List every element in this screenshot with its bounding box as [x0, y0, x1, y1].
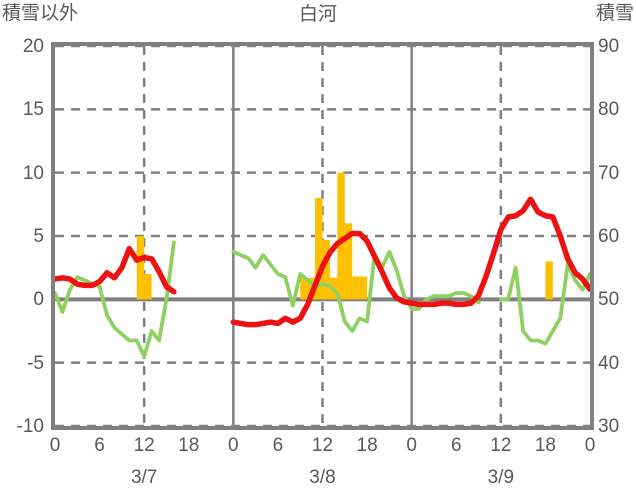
y-tick-right-1: 80	[598, 99, 620, 121]
plot-area	[51, 42, 594, 430]
y-tick-left-5: -5	[27, 352, 44, 374]
chart-canvas	[55, 46, 590, 426]
x-tick-3: 18	[178, 435, 200, 456]
day-label-0: 3/7	[130, 467, 158, 488]
left-axis-unit-label: 積雪以外	[2, 3, 79, 24]
x-tick-9: 6	[450, 435, 462, 456]
page-title: 白河	[298, 4, 337, 25]
x-tick-10: 12	[490, 435, 512, 456]
y-tick-right-0: 90	[598, 36, 620, 57]
x-tick-1: 6	[94, 435, 105, 456]
red-line-series	[55, 196, 590, 328]
x-tick-6: 12	[311, 435, 334, 456]
x-tick-8: 0	[406, 435, 417, 456]
x-tick-4: 0	[228, 435, 239, 456]
x-tick-0: 0	[49, 435, 61, 456]
y-tick-right-4: 50	[598, 289, 620, 311]
x-tick-7: 18	[356, 435, 378, 456]
x-tick-5: 6	[272, 435, 284, 456]
y-tick-right-5: 40	[598, 352, 620, 374]
x-tick-11: 18	[534, 435, 556, 456]
gridlines	[55, 46, 590, 426]
day-label-1: 3/8	[309, 467, 336, 488]
x-tick-2: 12	[133, 435, 155, 456]
day-label-2: 3/9	[487, 467, 515, 488]
y-tick-left-4: 0	[33, 289, 44, 311]
y-tick-left-0: 20	[22, 36, 44, 57]
right-axis-unit-label: 積雪	[595, 3, 634, 24]
y-tick-left-2: 10	[22, 162, 44, 184]
y-tick-right-3: 60	[598, 226, 620, 247]
y-tick-left-1: 15	[22, 99, 44, 121]
y-tick-right-2: 70	[598, 162, 620, 184]
x-tick-12: 0	[584, 435, 596, 456]
y-tick-left-6: -10	[16, 416, 44, 437]
y-tick-left-3: 5	[33, 226, 44, 247]
y-tick-right-6: 30	[598, 416, 620, 437]
